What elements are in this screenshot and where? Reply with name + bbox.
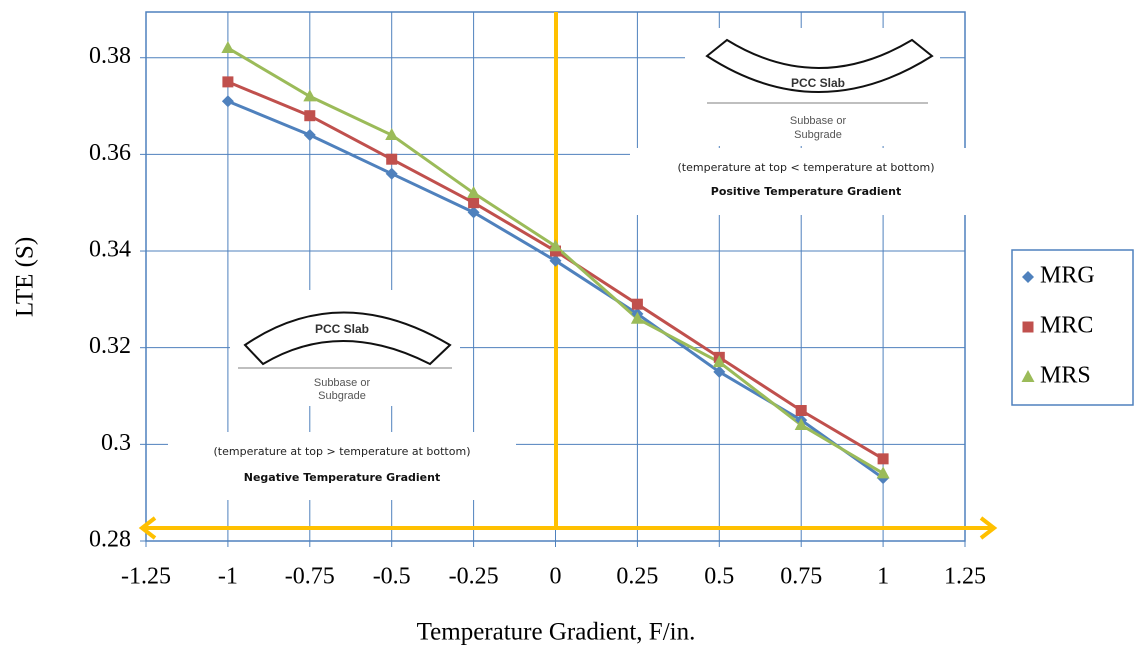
annotation-box [630, 148, 982, 215]
orange-axes [138, 12, 998, 540]
positive-annotation: PCC Slab Subbase or Subgrade (temperatur… [630, 28, 982, 215]
y-axis-title: LTE (S) [12, 237, 39, 317]
x-tick-label: -0.75 [285, 564, 335, 590]
legend-label: MRC [1040, 313, 1093, 339]
x-tick-label: -1 [218, 564, 238, 590]
x-tick-label: -1.25 [121, 564, 171, 590]
x-tick-label: 1 [877, 564, 889, 590]
x-tick-label: 1.25 [944, 564, 986, 590]
marker [467, 206, 480, 219]
x-tick-label: 0.75 [780, 564, 822, 590]
y-tick-label: 0.38 [89, 43, 131, 69]
marker [795, 405, 807, 417]
marker [549, 239, 562, 252]
legend-marker [1022, 271, 1034, 283]
marker [221, 41, 235, 54]
x-tick-label: -0.5 [373, 564, 411, 590]
annotation-box [168, 432, 516, 500]
legend-label: MRS [1040, 363, 1091, 389]
slab-label: PCC Slab [315, 322, 369, 336]
marker [221, 95, 234, 108]
marker [467, 186, 481, 199]
marker [549, 254, 562, 267]
marker [303, 129, 316, 142]
marker [386, 153, 398, 165]
base-label: Subgrade [318, 390, 366, 402]
marker [303, 89, 317, 102]
base-label: Subgrade [794, 129, 842, 141]
slab-shape [243, 311, 452, 366]
legend-label: MRG [1040, 263, 1095, 289]
base-label: Subbase or [314, 377, 371, 389]
y-tick-label: 0.3 [101, 430, 131, 456]
annotation-note: (temperature at top < temperature at bot… [678, 161, 935, 174]
annotation-note: (temperature at top > temperature at bot… [214, 445, 471, 458]
marker [630, 311, 644, 324]
x-axis-title: Temperature Gradient, F/in. [417, 619, 696, 646]
slab-label: PCC Slab [791, 76, 845, 90]
legend-marker [1022, 321, 1034, 333]
x-tick-label: 0 [550, 564, 562, 590]
marker [794, 418, 808, 431]
arrow-head [979, 516, 998, 540]
data [221, 41, 890, 485]
marker [304, 110, 316, 122]
annotation-title: Negative Temperature Gradient [244, 471, 440, 484]
marker [222, 76, 234, 88]
x-tick-label: 0.5 [704, 564, 734, 590]
y-tick-label: 0.34 [89, 237, 131, 263]
legend-marker [1021, 370, 1035, 382]
slab-shape [705, 38, 934, 93]
y-tick-label: 0.36 [89, 140, 131, 166]
marker [385, 167, 398, 180]
x-tick-label: 0.25 [616, 564, 658, 590]
marker [877, 453, 889, 465]
x-tick-label: -0.25 [449, 564, 499, 590]
marker [712, 355, 726, 368]
marker [876, 466, 890, 479]
y-tick-label: 0.32 [89, 333, 131, 359]
marker [631, 298, 643, 310]
marker [468, 197, 480, 209]
negative-annotation: PCC Slab Subbase or Subgrade (temperatur… [168, 290, 516, 500]
arrow-head [138, 516, 157, 540]
y-tick-label: 0.28 [89, 527, 131, 553]
base-label: Subbase or [790, 115, 847, 127]
marker [385, 128, 399, 141]
marker [713, 365, 726, 378]
annotation-title: Positive Temperature Gradient [711, 185, 901, 198]
